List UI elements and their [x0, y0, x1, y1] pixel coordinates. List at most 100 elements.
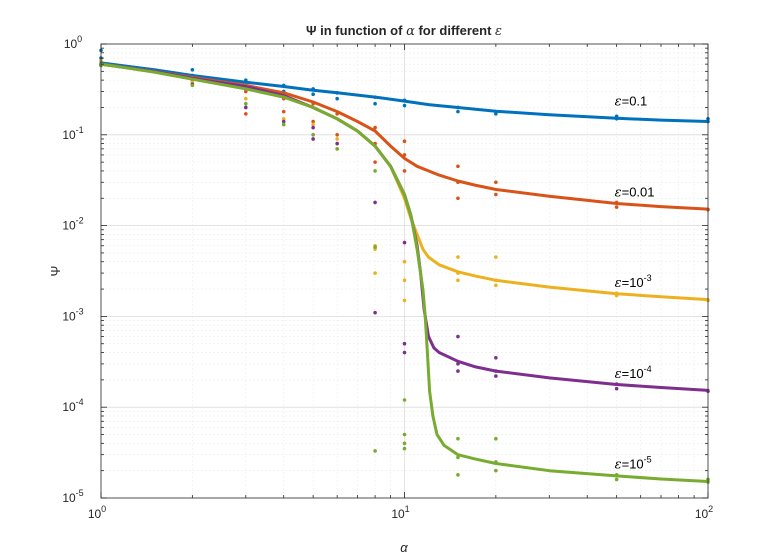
curve-label-3: ε=10-3 — [615, 273, 652, 291]
chart-title-mid: for different — [415, 23, 495, 38]
sample-point — [244, 96, 248, 101]
curve-label-1: ε=0.1 — [615, 93, 648, 109]
curve-label-exponent: -4 — [644, 364, 652, 374]
chart-title: Ψ in function of α for different ε — [306, 23, 502, 39]
sample-point — [402, 103, 407, 108]
y-tick-label-exponent: -4 — [76, 397, 84, 407]
x-tick-label: 101 — [391, 504, 409, 521]
sample-point — [402, 350, 407, 355]
sample-point — [456, 473, 460, 477]
series-line-5 — [99, 62, 710, 483]
sample-point — [311, 133, 315, 137]
sample-point — [456, 334, 460, 339]
series-5 — [99, 63, 710, 484]
sample-point — [456, 455, 460, 460]
curve-label-2: ε=0.01 — [615, 184, 655, 200]
sample-point — [456, 278, 460, 283]
sample-point — [456, 109, 460, 114]
sample-point — [335, 96, 339, 101]
curve-label-value: =10 — [622, 457, 644, 472]
series-line-1 — [99, 61, 710, 123]
x-tick-label: 100 — [88, 504, 106, 521]
sample-point — [614, 205, 619, 209]
sample-point — [373, 245, 377, 249]
sample-point — [614, 386, 619, 391]
sample-point — [281, 117, 286, 121]
sample-point — [335, 137, 339, 141]
sample-point — [494, 355, 498, 360]
sample-point — [402, 139, 407, 144]
sample-point — [281, 109, 286, 114]
sample-point — [244, 105, 248, 110]
grid — [101, 44, 708, 498]
sample-point — [456, 255, 460, 259]
sample-point — [402, 298, 407, 303]
sample-point — [335, 147, 339, 151]
curve-label-epsilon: ε — [615, 367, 622, 382]
sample-point — [373, 449, 377, 453]
y-tick-label: 10-1 — [62, 125, 83, 142]
sample-point — [281, 119, 286, 124]
sample-point — [244, 101, 248, 106]
sample-point — [373, 125, 377, 130]
curve-label-epsilon: ε — [615, 458, 622, 473]
x-tick-label-exponent: 1 — [405, 504, 410, 514]
sample-point — [494, 255, 498, 259]
chart-title-prefix: Ψ in function of — [306, 23, 406, 38]
x-tick-label-exponent: 0 — [101, 504, 106, 514]
sample-point — [190, 83, 195, 88]
y-tick-label-base: 10 — [62, 309, 76, 323]
sample-point — [373, 169, 377, 173]
sample-point — [456, 369, 460, 373]
curve-label-5: ε=10-5 — [615, 455, 652, 473]
sample-point — [402, 432, 407, 437]
sample-point — [311, 122, 315, 127]
x-axis-label: α — [400, 540, 408, 555]
curve-label-4: ε=10-4 — [615, 364, 652, 382]
sample-point — [402, 278, 407, 283]
y-tick-label-base: 10 — [64, 37, 78, 51]
sample-point — [494, 283, 498, 288]
y-tick-label: 100 — [64, 34, 82, 51]
sample-point — [373, 310, 377, 315]
sample-point — [494, 468, 498, 473]
sample-point — [373, 200, 377, 205]
sample-point — [402, 169, 407, 173]
curve-label-epsilon: ε — [615, 276, 622, 291]
y-tick-label-exponent: -3 — [76, 306, 84, 316]
y-tick-label: 10-3 — [62, 306, 83, 323]
y-tick-label-base: 10 — [62, 491, 76, 505]
sample-point — [614, 477, 619, 482]
sample-point — [456, 164, 460, 169]
sample-point — [373, 271, 377, 275]
x-tick-label: 102 — [695, 504, 713, 521]
sample-point — [335, 133, 339, 137]
sample-point — [402, 341, 407, 346]
series-line-2 — [99, 62, 710, 211]
y-axis-label: Ψ — [48, 266, 63, 277]
sample-point — [311, 119, 315, 124]
sample-point — [190, 67, 195, 72]
curve-label-value: =0.1 — [622, 93, 648, 108]
y-tick-label-base: 10 — [62, 219, 76, 233]
tick-marks — [100, 43, 709, 499]
curve-label-epsilon: ε — [615, 185, 622, 200]
sample-point — [494, 374, 498, 378]
y-tick-label-exponent: -2 — [76, 216, 84, 226]
y-tick-label: 10-4 — [62, 397, 83, 414]
sample-point — [244, 112, 248, 116]
sample-point — [494, 436, 498, 441]
curve-label-value: =0.01 — [622, 184, 655, 199]
curve-label-exponent: -3 — [644, 273, 652, 283]
chart-title-alpha: α — [406, 24, 415, 39]
y-tick-label: 10-5 — [62, 488, 83, 505]
sample-point — [494, 192, 498, 197]
x-tick-label-base: 10 — [695, 507, 709, 521]
y-tick-label-exponent: -1 — [76, 125, 84, 135]
sample-point — [494, 112, 498, 116]
x-tick-label-base: 10 — [391, 507, 405, 521]
x-tick-label-exponent: 2 — [708, 504, 713, 514]
curve-label-epsilon: ε — [615, 94, 622, 109]
sample-point — [311, 137, 315, 141]
